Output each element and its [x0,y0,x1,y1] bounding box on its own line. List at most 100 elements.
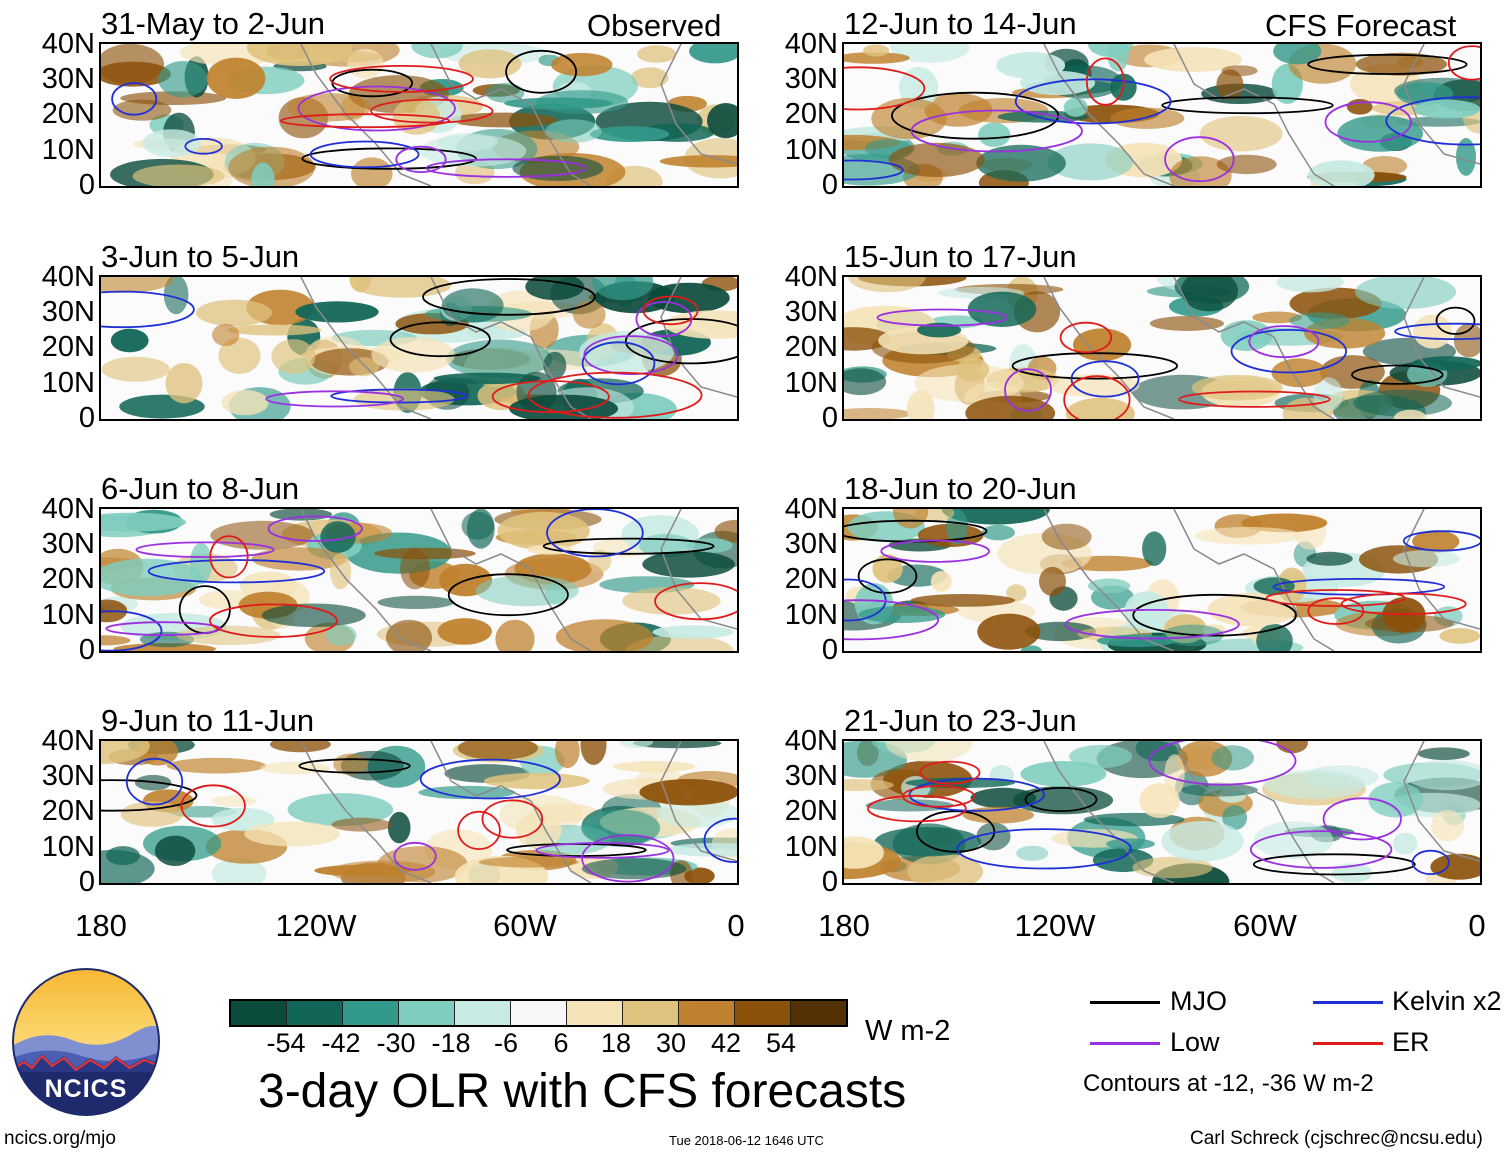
olr-anomaly-blob [1006,584,1027,602]
olr-anomaly-blob [889,44,970,63]
olr-anomaly-blob [132,164,225,186]
olr-anomaly-blob [175,625,281,645]
contour-low [265,390,404,408]
contour-mjo [1252,853,1416,876]
y-tick-label: 20N [784,331,838,363]
contour-note: Contours at -12, -36 W m-2 [1083,1070,1374,1097]
olr-anomaly-blob [1220,320,1273,351]
contour-mjo [891,91,1060,140]
contour-mjo [505,49,578,94]
y-tick-label: 0 [78,866,95,898]
olr-anomaly-blob [1456,138,1476,176]
contour-er [370,98,494,124]
colorbar-swatch [455,1001,511,1025]
y-tick-label: 20N [784,795,838,827]
olr-anomaly-blob [196,299,273,327]
olr-anomaly-blob [1362,156,1408,176]
contour-er [867,794,967,823]
olr-anomaly-blob [497,511,590,550]
colorbar-swatch [735,1001,791,1025]
y-tick-label: 10N [41,831,95,863]
colorbar-swatch [791,1001,846,1025]
contour-kelvin-x2 [1402,530,1480,552]
colorbar-label: 30 [655,1028,687,1058]
olr-anomaly-blob [1393,550,1460,568]
olr-anomaly-blob [592,277,654,301]
contour-low [425,158,587,178]
y-tick-label: 10N [41,599,95,631]
contour-mjo [101,779,198,812]
y-tick-label: 20N [784,563,838,595]
olr-anomaly-blob [892,509,929,529]
legend-kelvin-line [1313,1001,1383,1004]
contour-kelvin-x2 [703,817,737,863]
olr-anomaly-blob [1331,863,1373,883]
contour-low [1164,136,1235,183]
olr-anomaly-blob [844,52,910,64]
y-tick-label: 40N [41,261,95,293]
olr-anomaly-blob [1303,765,1379,790]
olr-anomaly-blob [1016,845,1049,861]
y-tick-label: 30N [41,760,95,792]
contour-kelvin-x2 [309,140,420,169]
olr-map-panel [842,739,1482,885]
olr-anomaly-blob [244,821,341,847]
coastline [300,741,737,883]
colorbar-swatch [679,1001,735,1025]
contour-er [1085,57,1125,106]
olr-anomaly-blob [652,625,734,639]
contour-kelvin-x2 [1070,360,1140,398]
y-tick-label: 30N [784,63,838,95]
olr-anomaly-blob [589,126,670,142]
olr-anomaly-blob [863,44,890,57]
y-tick-label: 40N [784,261,838,293]
olr-anomaly-blob [976,144,1066,182]
panel-title: 18-Jun to 20-Jun [844,471,1077,506]
colorbar-swatch [623,1001,679,1025]
olr-anomaly-blob [858,606,946,623]
y-tick-label: 30N [784,296,838,328]
contour-kelvin-x2 [330,388,469,404]
contour-kelvin-x2 [1385,96,1480,146]
contour-kelvin-x2 [184,138,223,155]
olr-anomaly-blob [228,146,315,186]
olr-anomaly-blob [1211,745,1254,771]
cfs-forecast-label: CFS Forecast [1265,8,1457,43]
olr-anomaly-blob [1273,44,1322,65]
contour-mjo [301,147,477,170]
contour-low [105,621,222,636]
olr-anomaly-blob [495,619,535,651]
olr-anomaly-blob [1221,65,1258,77]
colorbar-label: -54 [266,1028,306,1058]
y-tick-label: 10N [784,599,838,631]
olr-anomaly-blob [1135,741,1181,762]
contour-er [208,603,338,638]
olr-anomaly-blob [251,162,275,186]
contour-er [1307,597,1365,625]
contour-kelvin-x2 [147,559,326,584]
olr-anomaly-blob [622,587,721,615]
contour-er [527,371,703,419]
olr-anomaly-blob [543,351,567,380]
contour-low [1004,368,1052,412]
legend-low-label: Low [1170,1027,1220,1057]
colorbar-swatch [399,1001,455,1025]
y-tick-label: 30N [41,63,95,95]
footer-url[interactable]: ncics.org/mjo [4,1128,116,1149]
olr-anomaly-blob [865,799,954,812]
olr-anomaly-blob [101,635,131,646]
olr-anomaly-blob [844,836,884,869]
olr-anomaly-blob [1132,856,1213,879]
logo-text: NCICS [45,1075,128,1103]
coastline [1043,44,1480,186]
legend-mjo-label: MJO [1170,986,1227,1016]
coastline [300,277,737,419]
olr-anomaly-blob [1039,566,1066,597]
olr-anomaly-blob [844,779,894,791]
contour-kelvin-x2 [1272,578,1446,596]
contour-kelvin-x2 [1411,849,1450,876]
olr-anomaly-blob [844,408,913,419]
x-tick-label: 0 [1468,908,1486,943]
olr-anomaly-blob [331,817,393,832]
olr-anomaly-blob [485,83,525,103]
